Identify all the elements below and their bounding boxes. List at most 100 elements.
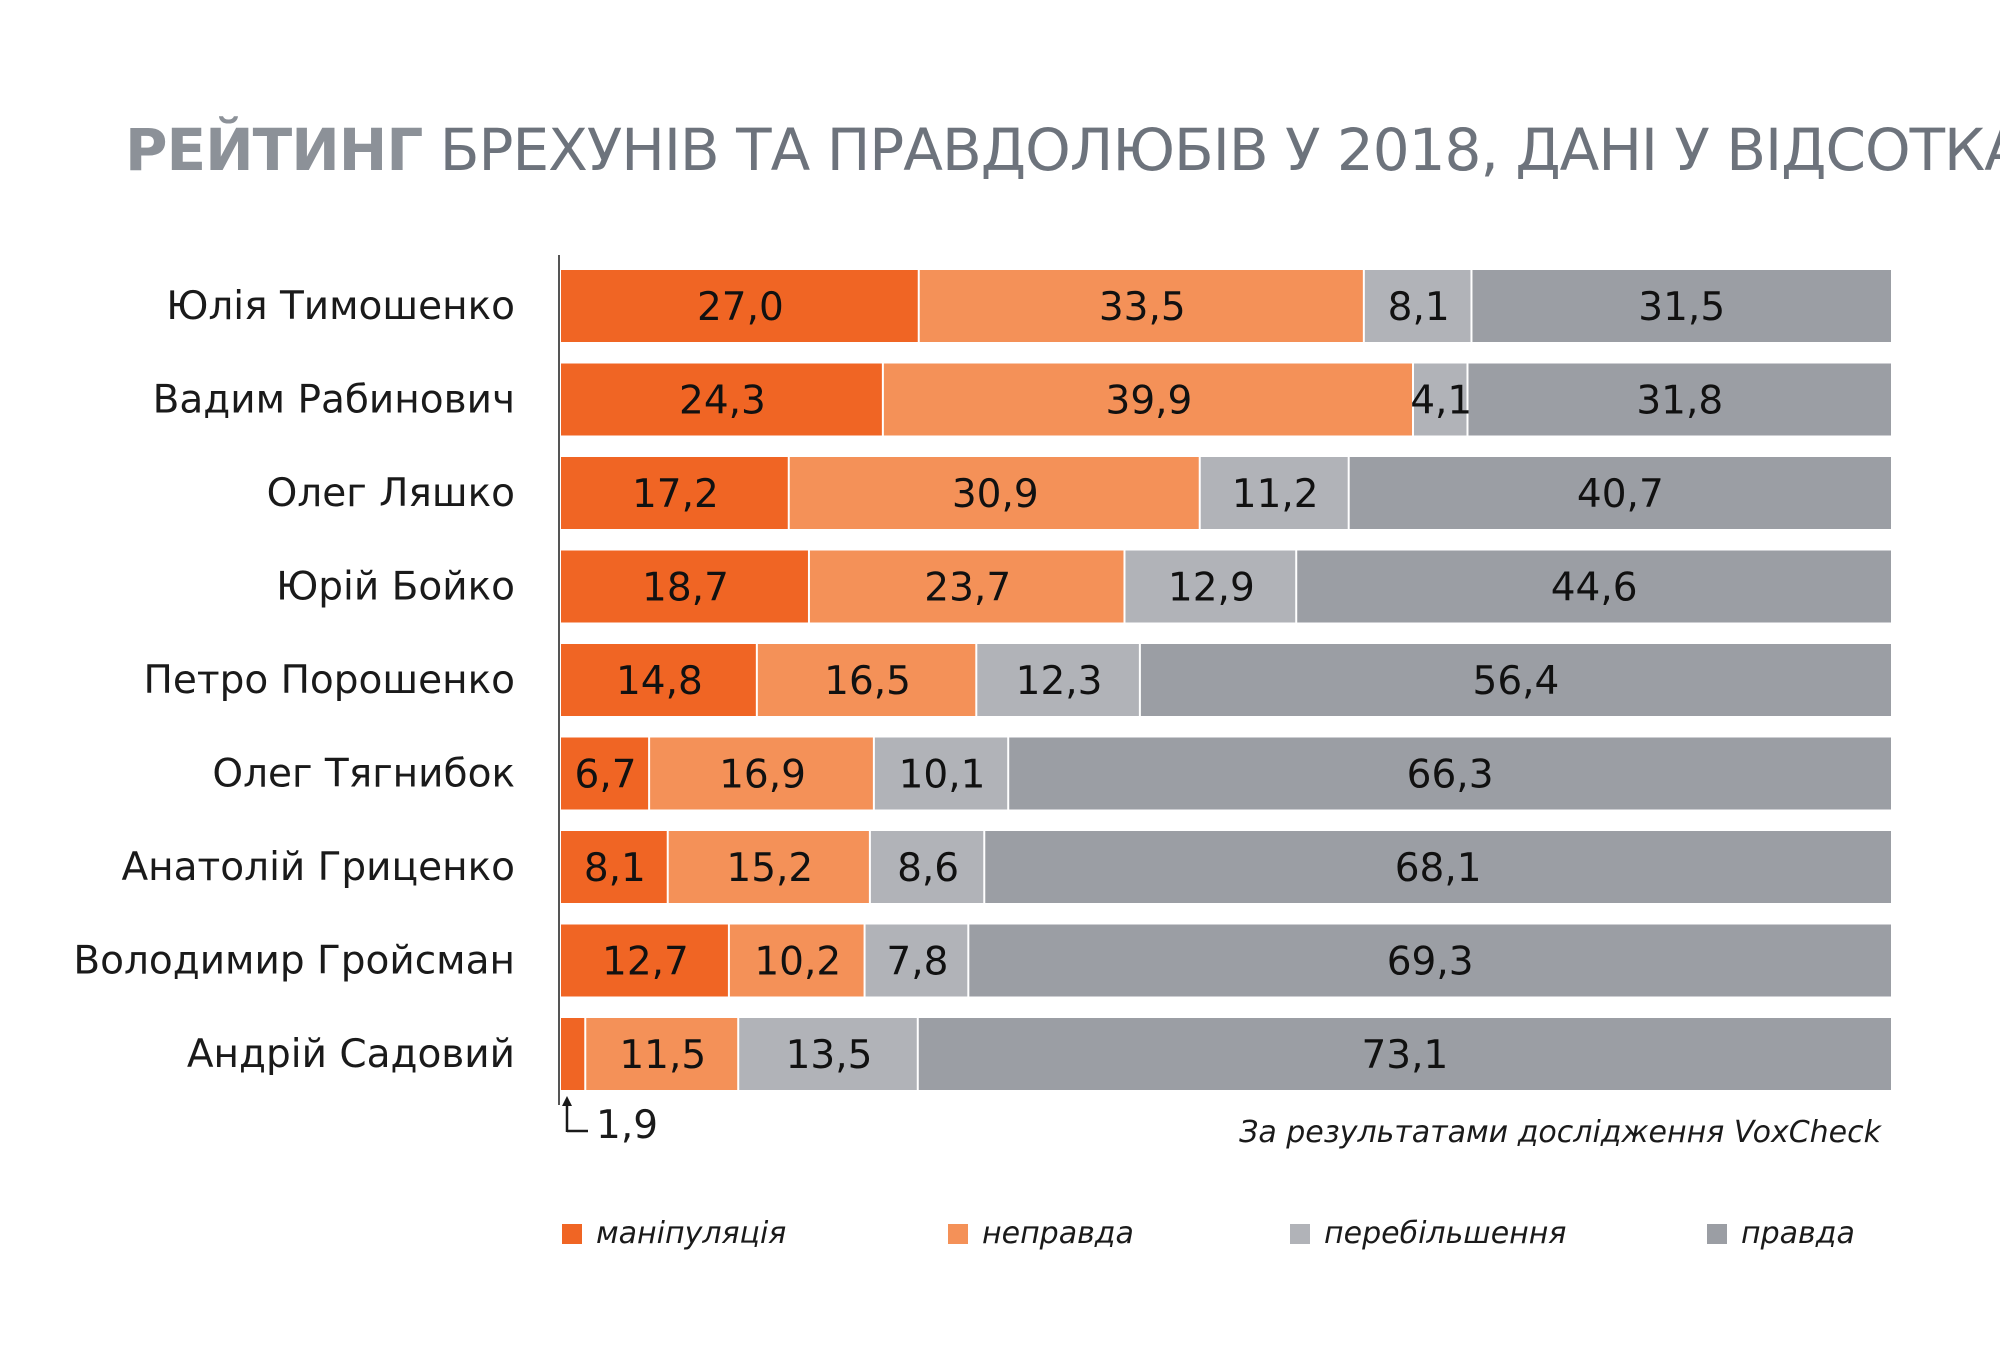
data-label: 12,7 <box>602 940 689 985</box>
data-label: 39,9 <box>1106 379 1193 424</box>
bar-segment <box>561 363 882 436</box>
legend-label: правда <box>1741 1216 1855 1251</box>
data-label: 69,3 <box>1387 940 1474 985</box>
category-label: Андрій Садовий <box>187 1032 515 1077</box>
bar-segment <box>561 270 918 342</box>
bar-segment <box>865 924 968 997</box>
bar-segment <box>919 270 1363 342</box>
data-label: 31,5 <box>1638 285 1725 330</box>
bar-segment <box>561 550 808 623</box>
data-label: 24,3 <box>679 379 766 424</box>
legend-label: маніпуляція <box>596 1216 787 1251</box>
data-label: 66,3 <box>1407 753 1494 798</box>
legend-item: перебільшення <box>1290 1216 1566 1251</box>
bar-segment <box>650 737 873 810</box>
data-label: 6,7 <box>575 753 637 798</box>
data-label: 44,6 <box>1551 566 1638 611</box>
data-label: 30,9 <box>952 472 1039 517</box>
category-label: Вадим Рабинович <box>153 378 515 423</box>
data-label: 27,0 <box>697 285 784 330</box>
data-label: 13,5 <box>786 1033 873 1078</box>
legend-swatch <box>562 1223 582 1244</box>
legend-label: перебільшення <box>1324 1216 1567 1251</box>
data-label: 10,1 <box>899 753 986 798</box>
bar-segment <box>1125 550 1296 623</box>
legend: маніпуляція неправда перебільшення правда <box>0 1216 2000 1266</box>
legend-item: маніпуляція <box>562 1216 786 1251</box>
data-label: 15,2 <box>726 846 813 891</box>
bar-segment <box>918 1018 1891 1090</box>
bar-segment <box>561 737 649 810</box>
bar-segment <box>870 831 984 903</box>
bar-segment <box>561 457 788 529</box>
data-label: 17,2 <box>632 472 719 517</box>
bar-segment <box>789 457 1199 529</box>
bar-segment <box>561 924 728 997</box>
chart-title-rest: БРЕХУНІВ ТА ПРАВДОЛЮБІВ У 2018, ДАНІ У В… <box>422 116 2000 184</box>
data-label: 33,5 <box>1099 285 1186 330</box>
data-label: 11,2 <box>1232 472 1319 517</box>
legend-label: неправда <box>982 1216 1134 1251</box>
data-label: 10,2 <box>754 940 841 985</box>
data-label: 8,1 <box>1388 285 1450 330</box>
data-label: 4,1 <box>1410 379 1472 424</box>
bar-segment <box>561 644 756 716</box>
source-note: За результатами дослідження VoxCheck <box>1239 1115 1881 1150</box>
bar-segment <box>883 363 1413 436</box>
bar-segment <box>977 644 1139 716</box>
footnote-arrow-icon <box>562 1096 588 1133</box>
bar-segment <box>1009 737 1891 810</box>
data-label: 23,7 <box>924 566 1011 611</box>
data-label: 8,1 <box>584 846 646 891</box>
bar-segment <box>668 831 869 903</box>
legend-swatch <box>948 1223 968 1244</box>
footnote-value: 1,9 <box>596 1103 659 1148</box>
data-label: 11,5 <box>619 1033 706 1078</box>
category-label: Петро Порошенко <box>144 658 515 703</box>
data-label: 12,3 <box>1016 659 1103 704</box>
bar-segment <box>1297 550 1891 623</box>
bar-segment <box>809 550 1124 623</box>
bar-segment <box>561 1018 585 1090</box>
category-label: Олег Тягнибок <box>212 752 515 797</box>
chart-rows: Юлія Тимошенко 27,0 33,5 8,1 31,5 Вадим Рабин… <box>73 270 1891 1090</box>
chart-title-bold: РЕЙТИНГ <box>125 116 423 184</box>
bar-segment <box>1140 644 1891 716</box>
bar-segment <box>1472 270 1891 342</box>
category-label: Юрій Бойко <box>276 565 515 610</box>
legend-swatch <box>1707 1223 1727 1244</box>
data-label: 8,6 <box>897 846 959 891</box>
bar-segment <box>729 924 864 997</box>
bar-segment <box>739 1018 917 1090</box>
bar-segment <box>1414 363 1467 436</box>
legend-item: неправда <box>948 1216 1134 1251</box>
category-label: Володимир Гройсман <box>73 939 515 984</box>
data-label: 12,9 <box>1168 566 1255 611</box>
chart-title: РЕЙТИНГ БРЕХУНІВ ТА ПРАВДОЛЮБІВ У 2018, … <box>125 116 2000 184</box>
data-label: 40,7 <box>1577 472 1664 517</box>
data-label: 18,7 <box>642 566 729 611</box>
data-label: 16,5 <box>824 659 911 704</box>
bar-segment <box>1200 457 1348 529</box>
bar-segment <box>1364 270 1471 342</box>
bar-segment <box>757 644 976 716</box>
bar-segment <box>874 737 1008 810</box>
bar-segment <box>586 1018 738 1090</box>
data-label: 14,8 <box>616 659 703 704</box>
legend-swatch <box>1290 1223 1310 1244</box>
bar-segment <box>1349 457 1891 529</box>
category-label: Юлія Тимошенко <box>166 284 515 329</box>
category-label: Олег Ляшко <box>267 471 515 516</box>
data-label: 16,9 <box>719 753 806 798</box>
bar-segment <box>985 831 1891 903</box>
legend-item: правда <box>1707 1216 1855 1251</box>
data-label: 56,4 <box>1473 659 1560 704</box>
data-label: 31,8 <box>1636 379 1723 424</box>
category-label: Анатолій Гриценко <box>121 845 515 890</box>
data-label: 7,8 <box>886 940 948 985</box>
bar-segment <box>561 831 667 903</box>
data-label: 73,1 <box>1361 1033 1448 1078</box>
bar-segment <box>1468 363 1891 436</box>
data-label: 68,1 <box>1395 846 1482 891</box>
